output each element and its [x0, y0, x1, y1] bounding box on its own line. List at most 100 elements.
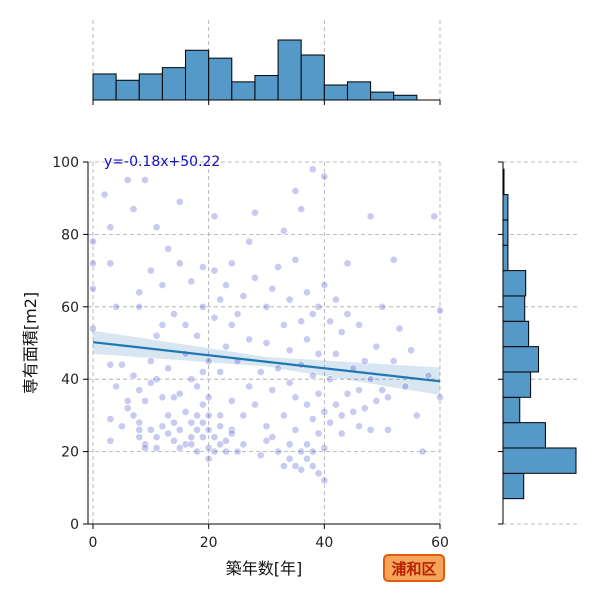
- scatter-point: [245, 237, 254, 246]
- scatter-point: [320, 407, 329, 416]
- scatter-point: [181, 320, 190, 329]
- scatter-point: [274, 364, 282, 373]
- scatter-point: [198, 263, 207, 271]
- scatter-point: [320, 281, 329, 289]
- right-histogram-bar: [502, 194, 509, 221]
- scatter-point: [187, 440, 196, 449]
- scatter-point: [308, 462, 317, 470]
- scatter-point: [152, 375, 161, 384]
- right-histogram-bar: [502, 219, 509, 246]
- scatter-point: [135, 425, 144, 434]
- right-histogram-bar: [502, 270, 527, 297]
- scatter-point: [274, 447, 282, 456]
- scatter-point: [198, 433, 207, 442]
- scatter-point: [198, 400, 207, 409]
- scatter-point: [193, 382, 201, 391]
- scatter-point: [222, 342, 230, 351]
- scatter-point: [175, 197, 184, 206]
- top-histogram-bar: [346, 81, 372, 101]
- scatter-point: [216, 440, 225, 449]
- right-histogram-bar: [502, 371, 532, 398]
- right-histogram-bar: [502, 396, 521, 424]
- scatter-point: [227, 397, 236, 405]
- scatter-point: [407, 346, 415, 355]
- scatter-point: [337, 328, 346, 337]
- scatter-point: [430, 212, 439, 221]
- scatter-point: [198, 302, 207, 311]
- scatter-point: [320, 172, 329, 181]
- scatter-point: [291, 393, 300, 402]
- scatter-point: [158, 393, 167, 402]
- scatter-point: [308, 165, 317, 174]
- scatter-point: [175, 425, 184, 434]
- scatter-point: [204, 357, 213, 365]
- scatter-point: [170, 418, 178, 427]
- scatter-point: [210, 266, 219, 275]
- scatter-point: [152, 223, 161, 232]
- scatter-point: [268, 284, 277, 293]
- top-histogram-bar: [115, 79, 140, 101]
- top-histogram-bar: [208, 57, 233, 101]
- scatter-point: [384, 393, 392, 402]
- main-axes: 0 20 40 60 0 20 40 60 80 100: [52, 155, 449, 551]
- scatter-point: [175, 259, 184, 268]
- scatter-point: [285, 346, 294, 355]
- scatter-point: [210, 212, 219, 221]
- scatter-point: [395, 324, 404, 333]
- scatter-point: [355, 422, 363, 431]
- scatter-point: [326, 317, 335, 326]
- scatter-point: [297, 205, 306, 213]
- scatter-point: [129, 411, 138, 420]
- scatter-point: [245, 335, 254, 344]
- scatter-point: [291, 425, 300, 434]
- right-histogram-bar: [502, 346, 540, 373]
- scatter-point: [256, 368, 265, 376]
- scatter-point: [129, 371, 138, 380]
- scatter-point: [164, 411, 173, 420]
- scatter-point: [106, 415, 115, 423]
- y-tick-label: 20: [61, 445, 79, 461]
- y-tick-label: 100: [52, 155, 79, 171]
- scatter-point: [227, 259, 236, 268]
- top-histogram-bar: [370, 91, 395, 101]
- y-tick-label: 40: [61, 372, 79, 388]
- top-histogram-bar: [393, 94, 418, 101]
- scatter-point: [135, 288, 144, 297]
- top-histogram-bar: [92, 73, 117, 101]
- scatter-point: [89, 237, 97, 246]
- scatter-point: [268, 386, 277, 394]
- scatter-point: [251, 273, 259, 282]
- scatter-point: [279, 462, 288, 470]
- scatter-point: [158, 422, 167, 431]
- scatter-point: [297, 317, 306, 326]
- scatter-point: [343, 389, 352, 398]
- scatter-point: [326, 375, 335, 384]
- x-axis-label: 築年数[年]: [226, 559, 303, 578]
- scatter-point: [285, 378, 294, 387]
- scatter-point: [308, 371, 317, 380]
- right-histogram-bar: [502, 422, 546, 449]
- scatter-point: [129, 205, 138, 213]
- scatter-point: [372, 342, 381, 351]
- scatter-point: [141, 397, 149, 405]
- scatter-point: [141, 444, 149, 452]
- scatter-point: [141, 176, 149, 184]
- scatter-point: [106, 436, 115, 445]
- scatter-point: [146, 425, 155, 434]
- scatter-point: [118, 360, 126, 369]
- scatter-point: [297, 447, 306, 456]
- x-tick-label: 20: [200, 535, 218, 551]
- scatter-point: [308, 310, 317, 318]
- top-histogram-bar: [254, 75, 279, 101]
- scatter-point: [89, 324, 97, 333]
- right-histogram-axis: [498, 161, 504, 525]
- scatter-point: [152, 331, 161, 340]
- scatter-point: [193, 331, 201, 340]
- scatter-point: [106, 223, 115, 232]
- scatter-point: [285, 440, 294, 449]
- scatter-point: [181, 440, 190, 449]
- scatter-point: [216, 295, 225, 304]
- right-histogram-bar: [502, 320, 530, 348]
- scatter-point: [118, 422, 126, 431]
- scatter-point: [164, 364, 173, 373]
